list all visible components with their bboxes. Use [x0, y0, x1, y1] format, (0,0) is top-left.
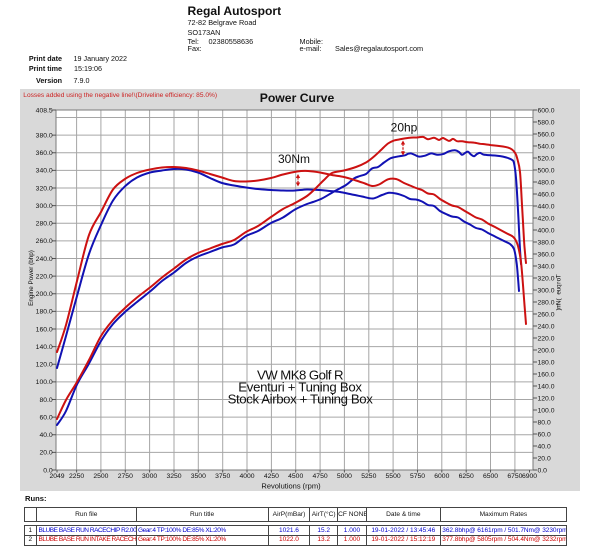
svg-text:30Nm: 30Nm — [278, 152, 310, 166]
svg-text:60.0: 60.0 — [39, 414, 52, 421]
svg-text:200.0: 200.0 — [36, 291, 53, 298]
svg-text:60.0: 60.0 — [538, 431, 551, 438]
svg-text:20hp: 20hp — [391, 121, 418, 135]
svg-text:280.0: 280.0 — [36, 221, 53, 228]
svg-text:6900: 6900 — [522, 473, 537, 480]
svg-text:5250: 5250 — [361, 473, 376, 480]
svg-text:260.0: 260.0 — [538, 311, 555, 318]
svg-text:360.0: 360.0 — [538, 251, 555, 258]
svg-text:6500: 6500 — [483, 473, 498, 480]
svg-text:Engine Power (bhp): Engine Power (bhp) — [28, 250, 35, 306]
svg-text:100.0: 100.0 — [36, 379, 53, 386]
svg-text:260.0: 260.0 — [36, 238, 53, 245]
svg-text:408.5: 408.5 — [36, 107, 53, 114]
svg-text:460.0: 460.0 — [538, 191, 555, 198]
svg-text:240.0: 240.0 — [36, 256, 53, 263]
svg-text:100.0: 100.0 — [538, 407, 555, 414]
svg-text:VW MK8 Golf R: VW MK8 Golf R — [257, 367, 343, 382]
svg-text:20.0: 20.0 — [538, 455, 551, 462]
svg-text:480.0: 480.0 — [538, 179, 555, 186]
svg-text:420.0: 420.0 — [538, 215, 555, 222]
svg-text:200.0: 200.0 — [538, 347, 555, 354]
svg-text:0.0: 0.0 — [43, 467, 53, 474]
svg-text:5750: 5750 — [410, 473, 425, 480]
svg-text:0.0: 0.0 — [538, 467, 548, 474]
svg-text:340.0: 340.0 — [36, 168, 53, 175]
svg-text:220.0: 220.0 — [538, 335, 555, 342]
svg-text:40.0: 40.0 — [39, 432, 52, 439]
svg-text:r: r — [556, 281, 563, 284]
svg-text:N: N — [556, 300, 563, 305]
svg-text:340.0: 340.0 — [538, 263, 555, 270]
svg-text:T: T — [556, 274, 563, 278]
svg-text:280.0: 280.0 — [538, 299, 555, 306]
svg-text:180.0: 180.0 — [538, 359, 555, 366]
svg-text:80.0: 80.0 — [538, 419, 551, 426]
svg-text:160.0: 160.0 — [36, 326, 53, 333]
svg-text:400.0: 400.0 — [538, 227, 555, 234]
svg-text:360.0: 360.0 — [36, 150, 53, 157]
svg-text:5500: 5500 — [386, 473, 401, 480]
svg-text:2049: 2049 — [49, 473, 64, 480]
svg-text:3750: 3750 — [215, 473, 230, 480]
svg-text:4500: 4500 — [288, 473, 303, 480]
svg-text:m: m — [556, 303, 563, 308]
svg-text:40.0: 40.0 — [538, 443, 551, 450]
svg-text:q: q — [556, 284, 563, 288]
svg-text:580.0: 580.0 — [538, 119, 555, 126]
svg-text:(: ( — [556, 297, 563, 300]
svg-text:220.0: 220.0 — [36, 273, 53, 280]
svg-text:6750: 6750 — [507, 473, 522, 480]
svg-text:4250: 4250 — [264, 473, 279, 480]
svg-text:300.0: 300.0 — [36, 203, 53, 210]
svg-text:e: e — [556, 291, 563, 295]
svg-text:Revolutions (rpm): Revolutions (rpm) — [261, 482, 321, 491]
svg-text:120.0: 120.0 — [36, 362, 53, 369]
svg-text:320.0: 320.0 — [538, 275, 555, 282]
svg-text:20.0: 20.0 — [39, 450, 52, 457]
svg-text:6000: 6000 — [434, 473, 449, 480]
svg-text:3000: 3000 — [142, 473, 157, 480]
svg-text:5000: 5000 — [337, 473, 352, 480]
svg-text:160.0: 160.0 — [538, 371, 555, 378]
svg-text:500.0: 500.0 — [538, 167, 555, 174]
svg-text:4000: 4000 — [239, 473, 254, 480]
svg-text:560.0: 560.0 — [538, 131, 555, 138]
svg-text:2750: 2750 — [118, 473, 133, 480]
svg-text:2500: 2500 — [93, 473, 108, 480]
svg-text:u: u — [556, 287, 563, 291]
svg-text:120.0: 120.0 — [538, 395, 555, 402]
svg-text:380.0: 380.0 — [538, 239, 555, 246]
svg-text:600.0: 600.0 — [538, 107, 555, 114]
svg-text:2250: 2250 — [69, 473, 84, 480]
svg-text:320.0: 320.0 — [36, 185, 53, 192]
svg-text:o: o — [556, 277, 563, 281]
svg-text:380.0: 380.0 — [36, 132, 53, 139]
svg-text:180.0: 180.0 — [36, 309, 53, 316]
svg-text:3500: 3500 — [191, 473, 206, 480]
svg-text:140.0: 140.0 — [538, 383, 555, 390]
svg-text:540.0: 540.0 — [538, 143, 555, 150]
svg-text:80.0: 80.0 — [39, 397, 52, 404]
svg-text:Eventuri + Tuning Box: Eventuri + Tuning Box — [238, 379, 362, 394]
svg-text:3250: 3250 — [166, 473, 181, 480]
svg-text:6250: 6250 — [459, 473, 474, 480]
svg-text:520.0: 520.0 — [538, 155, 555, 162]
svg-text:Stock Airbox + Tuning Box: Stock Airbox + Tuning Box — [228, 391, 374, 406]
svg-text:440.0: 440.0 — [538, 203, 555, 210]
svg-text:140.0: 140.0 — [36, 344, 53, 351]
svg-text:300.0: 300.0 — [538, 287, 555, 294]
svg-text:4750: 4750 — [313, 473, 328, 480]
svg-text:240.0: 240.0 — [538, 323, 555, 330]
svg-text:): ) — [556, 308, 563, 310]
